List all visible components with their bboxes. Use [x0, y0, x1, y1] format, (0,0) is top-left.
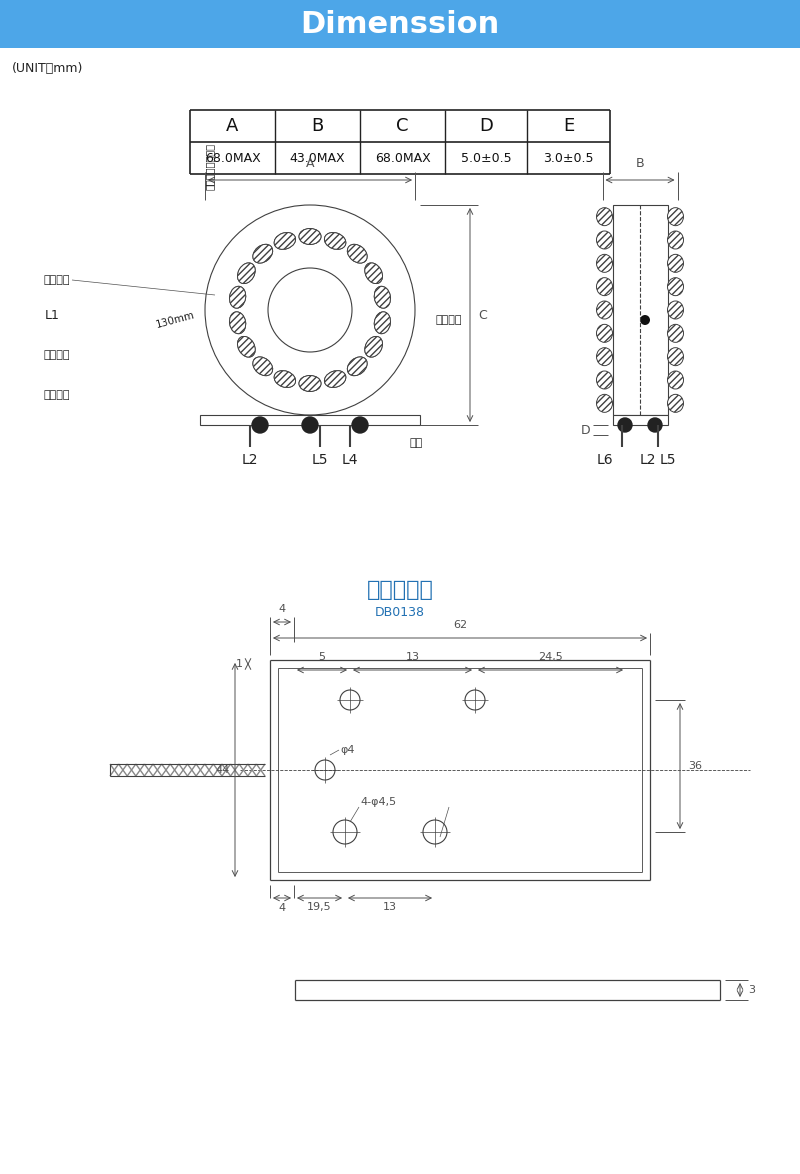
Text: L1: L1 — [45, 309, 60, 322]
Text: 68.0MAX: 68.0MAX — [374, 151, 430, 164]
Text: D: D — [479, 117, 493, 135]
Text: C: C — [478, 309, 486, 322]
Ellipse shape — [365, 337, 382, 357]
Text: 4: 4 — [278, 903, 286, 913]
Ellipse shape — [597, 324, 613, 343]
Text: E: E — [563, 117, 574, 135]
Ellipse shape — [597, 255, 613, 272]
Ellipse shape — [325, 232, 346, 249]
Ellipse shape — [667, 324, 683, 343]
Circle shape — [648, 418, 662, 432]
Ellipse shape — [597, 208, 613, 225]
Bar — [613, 414, 667, 425]
Ellipse shape — [597, 301, 613, 319]
Text: 热缩套管: 热缩套管 — [43, 275, 70, 285]
Ellipse shape — [667, 371, 683, 389]
Ellipse shape — [230, 312, 246, 333]
Bar — [613, 205, 667, 414]
Text: 底板: 底板 — [410, 438, 423, 448]
Text: D: D — [581, 424, 590, 437]
Text: 此侧不可反对底板: 此侧不可反对底板 — [205, 143, 215, 190]
Text: φ4: φ4 — [340, 745, 354, 755]
Ellipse shape — [299, 376, 321, 391]
Bar — [200, 414, 420, 425]
Ellipse shape — [274, 371, 295, 387]
Text: (UNIT：mm): (UNIT：mm) — [12, 62, 83, 75]
Text: 紧贴砖环: 紧贴砖环 — [43, 390, 70, 400]
Ellipse shape — [667, 394, 683, 412]
Ellipse shape — [365, 263, 382, 284]
Text: 3.0±0.5: 3.0±0.5 — [543, 151, 594, 164]
Text: 68.0MAX: 68.0MAX — [205, 151, 260, 164]
Ellipse shape — [325, 371, 346, 387]
Text: 13: 13 — [383, 902, 397, 912]
Ellipse shape — [238, 263, 255, 284]
Circle shape — [252, 417, 268, 433]
Ellipse shape — [597, 394, 613, 412]
Text: 5.0±0.5: 5.0±0.5 — [461, 151, 511, 164]
Text: 纵维套管: 纵维套管 — [43, 350, 70, 360]
Text: 底板尺寸图: 底板尺寸图 — [366, 580, 434, 600]
Text: L2: L2 — [242, 453, 258, 467]
Text: 1: 1 — [236, 659, 243, 669]
Ellipse shape — [667, 255, 683, 272]
Ellipse shape — [667, 348, 683, 365]
Ellipse shape — [299, 229, 321, 244]
Circle shape — [618, 418, 632, 432]
Text: L6: L6 — [597, 453, 614, 467]
Text: 36: 36 — [688, 761, 702, 771]
Text: L5: L5 — [312, 453, 328, 467]
Text: 3: 3 — [748, 985, 755, 996]
Text: 高温胶带: 高温胶带 — [435, 315, 462, 325]
Ellipse shape — [667, 208, 683, 225]
Circle shape — [640, 315, 650, 325]
Ellipse shape — [597, 348, 613, 365]
Text: Dimenssion: Dimenssion — [300, 9, 500, 39]
Circle shape — [302, 417, 318, 433]
Text: 5: 5 — [318, 652, 326, 662]
Text: DB0138: DB0138 — [375, 606, 425, 619]
Text: C: C — [396, 117, 409, 135]
Ellipse shape — [238, 337, 255, 357]
Ellipse shape — [347, 244, 367, 263]
Text: 4-φ4,5: 4-φ4,5 — [360, 797, 396, 807]
Text: B: B — [311, 117, 324, 135]
Text: B: B — [636, 157, 644, 170]
Text: 44: 44 — [216, 765, 230, 775]
Text: 24,5: 24,5 — [538, 652, 563, 662]
Circle shape — [352, 417, 368, 433]
Text: 62: 62 — [453, 620, 467, 630]
Ellipse shape — [667, 231, 683, 249]
Ellipse shape — [347, 357, 367, 376]
Text: L2: L2 — [640, 453, 656, 467]
Ellipse shape — [374, 286, 390, 308]
Text: 43.0MAX: 43.0MAX — [290, 151, 346, 164]
Ellipse shape — [253, 357, 273, 376]
Ellipse shape — [374, 312, 390, 333]
Text: 4: 4 — [278, 603, 286, 614]
Text: A: A — [306, 157, 314, 170]
Text: A: A — [226, 117, 238, 135]
Ellipse shape — [597, 371, 613, 389]
Ellipse shape — [597, 278, 613, 296]
Text: 19,5: 19,5 — [307, 902, 332, 912]
Ellipse shape — [230, 286, 246, 308]
Text: 13: 13 — [406, 652, 419, 662]
Text: L5: L5 — [660, 453, 676, 467]
Ellipse shape — [667, 301, 683, 319]
Text: L4: L4 — [342, 453, 358, 467]
Text: 130mm: 130mm — [154, 310, 196, 330]
Ellipse shape — [597, 231, 613, 249]
Ellipse shape — [253, 244, 273, 263]
Ellipse shape — [274, 232, 295, 249]
Ellipse shape — [667, 278, 683, 296]
FancyBboxPatch shape — [0, 0, 800, 48]
